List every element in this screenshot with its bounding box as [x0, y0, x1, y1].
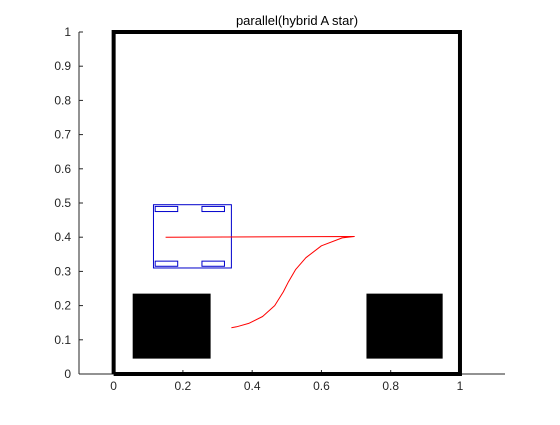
- y-tick-label: 0.1: [54, 333, 71, 347]
- y-tick-label: 0.5: [54, 196, 71, 210]
- chart-title: parallel(hybrid A star): [236, 13, 358, 28]
- y-tick-label: 0.6: [54, 162, 71, 176]
- vehicle-body: [152, 204, 232, 269]
- obstacle: [132, 293, 211, 359]
- y-tick-label: 1: [64, 25, 71, 39]
- y-tick-label: 0.9: [54, 59, 71, 73]
- x-tick-label: 0.6: [313, 379, 330, 393]
- x-tick-label: 0.2: [175, 379, 192, 393]
- y-tick-label: 0.4: [54, 230, 71, 244]
- vehicle-wheel: [154, 205, 179, 213]
- x-tick-label: 1: [457, 379, 464, 393]
- x-tick-label: 0: [110, 379, 117, 393]
- x-tick-label: 0.8: [382, 379, 399, 393]
- y-tick-label: 0: [64, 367, 71, 381]
- axes: 0 0.2 0.4 0.6 0.8 1 0 0.1 0.2 0.3 0.4 0.5 0.6 0.7 0.8 0…: [54, 25, 505, 393]
- boundary-wall: [111, 30, 462, 376]
- vehicle-wheel: [201, 205, 225, 213]
- vehicle-wheel: [154, 260, 179, 267]
- y-tick-label: 0.2: [54, 299, 71, 313]
- plot-area: [111, 30, 462, 376]
- vehicle-wheel: [201, 260, 225, 267]
- y-tick-label: 0.8: [54, 93, 71, 107]
- y-tick-label: 0.7: [54, 128, 71, 142]
- y-tick-label: 0.3: [54, 264, 71, 278]
- x-tick-label: 0.4: [244, 379, 261, 393]
- planned-path: [165, 236, 355, 329]
- obstacle: [366, 293, 443, 359]
